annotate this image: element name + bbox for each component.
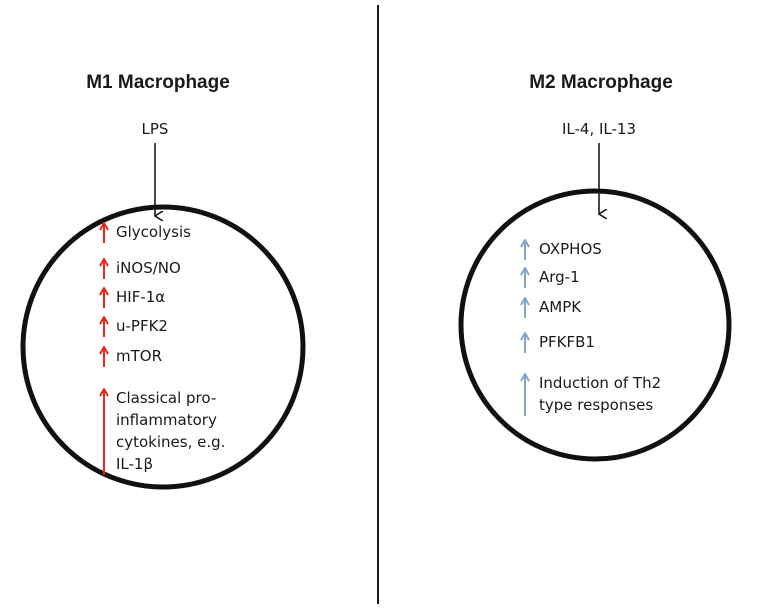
m1-up-arrow-head-icon	[99, 222, 109, 231]
m2-up-arrow-head-icon	[520, 239, 530, 248]
m1-item-label: u-PFK2	[116, 317, 168, 335]
m2-item-label: OXPHOS	[539, 240, 602, 258]
m1-cell-circle	[20, 204, 306, 490]
m1-up-arrow-head-icon	[99, 316, 109, 325]
m2-item-label: Arg-1	[539, 268, 580, 286]
m2-up-arrow-head-icon	[520, 373, 530, 382]
m1-item-label: Classical pro-	[116, 389, 216, 407]
m1-up-arrow-head-icon	[99, 287, 109, 296]
m2-up-arrow-head-icon	[520, 267, 530, 276]
m1-item-label: inflammatory	[116, 411, 217, 429]
m1-panel: M1 Macrophage LPS Glycolysis iNOS/NO HIF-1…	[20, 72, 306, 490]
m2-item-list: OXPHOS Arg-1 AMPK PFKFB1 Induction of Th2 typ…	[520, 239, 661, 416]
m2-item-label: type responses	[539, 396, 653, 414]
m1-up-arrow-head-icon	[99, 346, 109, 355]
m2-title: M2 Macrophage	[529, 72, 673, 93]
m1-up-arrow-head-icon	[99, 388, 109, 397]
m2-item-label: Induction of Th2	[539, 374, 661, 392]
m2-item-label: AMPK	[539, 298, 582, 316]
m1-item-label: IL-1β	[116, 455, 153, 473]
m2-item-label: PFKFB1	[539, 333, 595, 351]
m1-title: M1 Macrophage	[86, 72, 230, 93]
m1-up-arrow-head-icon	[99, 258, 109, 267]
m1-item-label: mTOR	[116, 347, 162, 365]
m2-cell-circle	[458, 188, 732, 462]
m1-item-label: iNOS/NO	[116, 259, 181, 277]
m1-item-list: Glycolysis iNOS/NO HIF-1α u-PFK2 mTOR Classic…	[99, 222, 225, 475]
m2-up-arrow-head-icon	[520, 297, 530, 306]
m1-item-label: cytokines, e.g.	[116, 433, 225, 451]
m1-item-label: HIF-1α	[116, 288, 165, 306]
m1-stimulus: LPS	[142, 120, 169, 138]
m2-panel: M2 Macrophage IL-4, IL-13 OXPHOS Arg-1 AMP…	[458, 72, 732, 462]
m2-up-arrow-head-icon	[520, 332, 530, 341]
m2-stimulus: IL-4, IL-13	[562, 120, 636, 138]
m1-item-label: Glycolysis	[116, 223, 191, 241]
